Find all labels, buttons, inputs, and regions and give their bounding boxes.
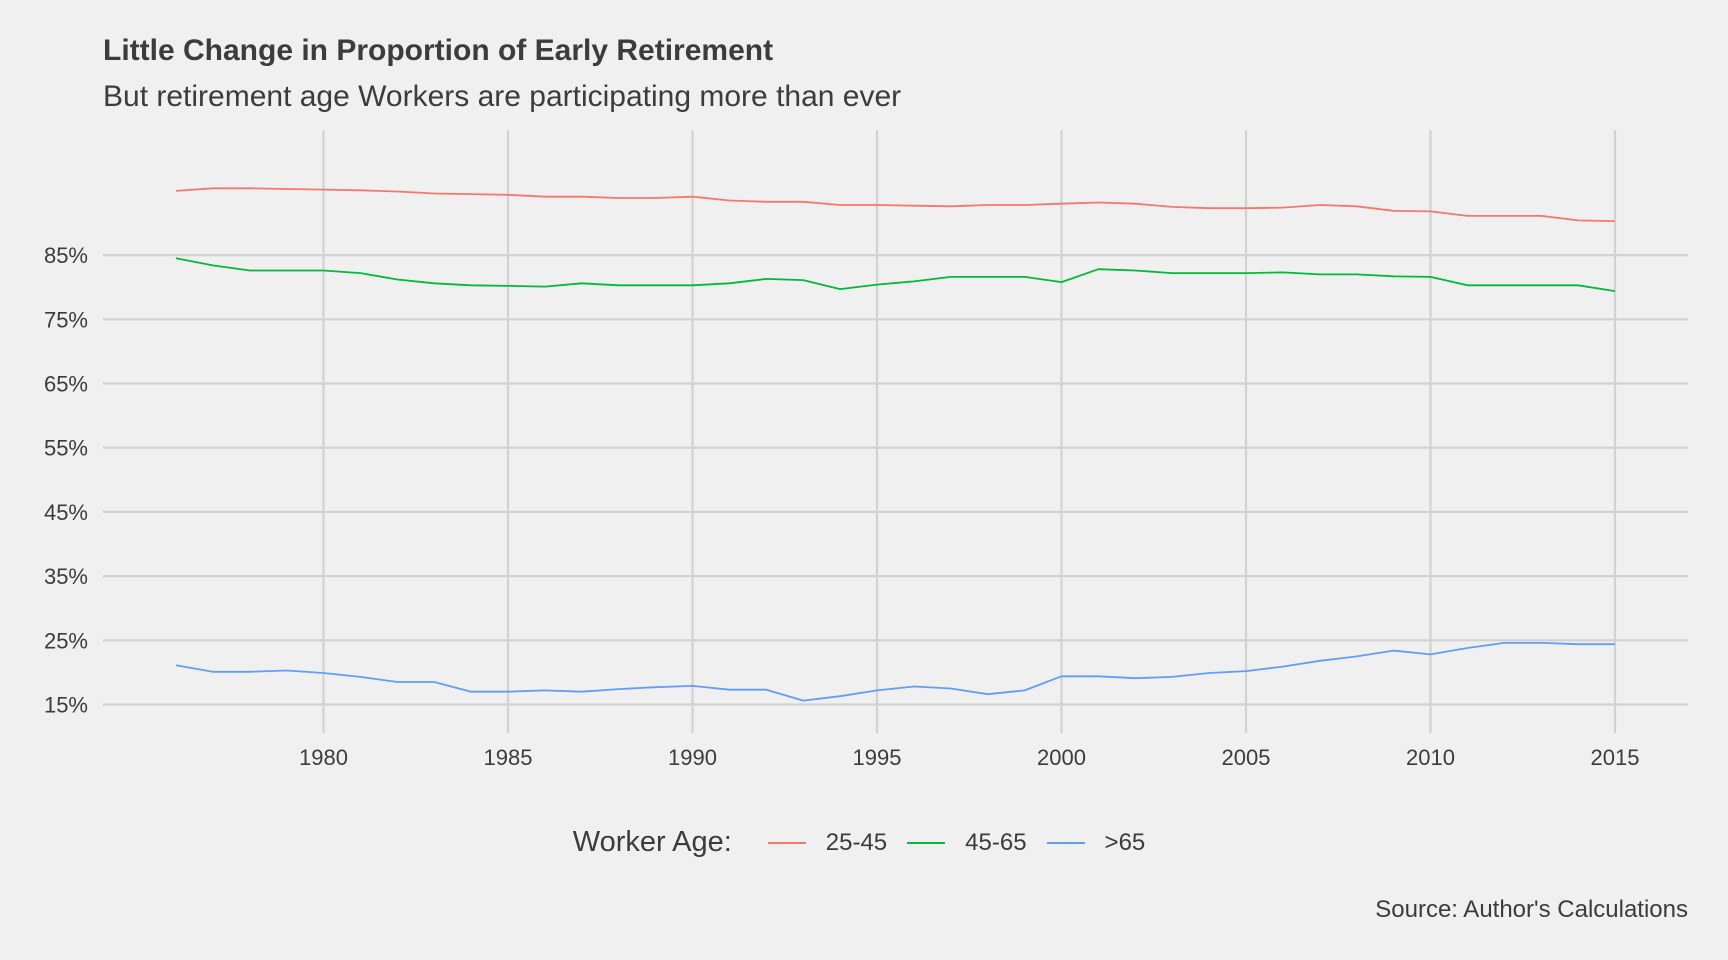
x-tick-label: 2015 [1591,745,1640,770]
legend-item-45-65: 45-65 [907,828,1027,857]
legend-item-over-65: >65 [1046,828,1146,857]
legend-swatch-25-45 [767,841,806,844]
legend-label-25-45: 25-45 [825,828,888,856]
x-tick-label: 1990 [668,745,717,770]
legend-label-45-65: 45-65 [965,828,1027,856]
legend-label-over-65: >65 [1104,828,1146,856]
y-tick-label: 25% [44,628,88,653]
legend: Worker Age: 25-45 45-65 >65 [0,826,1728,859]
y-tick-label: 15% [44,693,88,718]
x-tick-label: 1985 [484,745,533,770]
y-tick-label: 75% [44,307,88,332]
legend-item-25-45: 25-45 [767,828,888,857]
series-line-over-65 [175,642,1615,702]
x-tick-label: 2005 [1222,745,1271,770]
series-layer [175,187,1616,702]
legend-swatch-45-65 [907,841,946,844]
chart-subtitle: But retirement age Workers are participa… [103,80,902,113]
chart-title: Little Change in Proportion of Early Ret… [103,34,774,67]
grid-layer [103,130,1688,733]
x-axis-ticks: 1980 1985 1990 1995 2000 2005 2010 2015 [299,745,1639,770]
legend-title: Worker Age: [572,826,732,858]
y-tick-label: 85% [44,243,88,268]
series-line-45-65 [175,257,1616,292]
legend-swatch-over-65 [1046,841,1085,844]
y-axis-ticks: 15% 25% 35% 45% 55% 65% 75% 85% [44,243,88,717]
x-tick-label: 2000 [1037,745,1086,770]
x-tick-label: 2010 [1406,745,1455,770]
y-tick-label: 65% [44,372,88,397]
chart-caption: Source: Author's Calculations [1375,896,1688,923]
y-tick-label: 55% [44,436,88,461]
y-tick-label: 45% [44,500,88,525]
series-line-25-45 [175,187,1616,222]
x-tick-label: 1980 [299,745,348,770]
x-tick-label: 1995 [853,745,902,770]
y-tick-label: 35% [44,564,88,589]
